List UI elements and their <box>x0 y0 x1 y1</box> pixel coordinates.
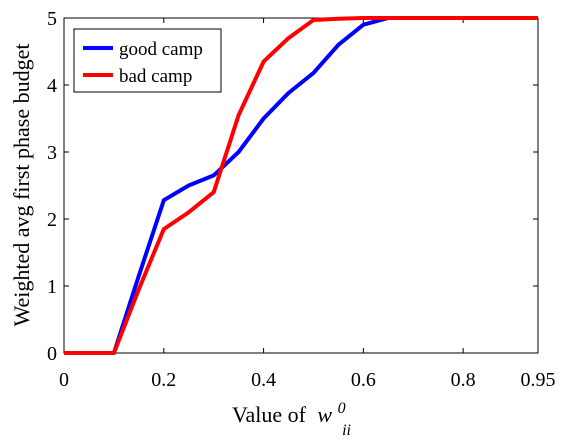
x-tick-label: 0.95 <box>521 369 556 391</box>
legend-box <box>73 28 222 93</box>
series-line-bad-camp <box>64 16 538 355</box>
x-axis-label-symbol: w <box>317 402 332 427</box>
y-tick-label: 1 <box>47 276 57 298</box>
x-tick-label: 0.4 <box>251 369 276 391</box>
legend-label-bad-camp: bad camp <box>119 66 192 87</box>
y-tick-label: 5 <box>47 8 57 30</box>
y-tick-label: 4 <box>47 75 57 97</box>
y-tick-label: 0 <box>47 343 57 365</box>
x-axis-label-sup: 0 <box>338 400 346 417</box>
x-axis-label-sub: ii <box>342 422 351 439</box>
y-tick-label: 3 <box>47 142 57 164</box>
x-axis-label: Value of w 0 ii <box>232 393 351 439</box>
x-tick-label: 0.2 <box>151 369 176 391</box>
x-tick-label: 0.8 <box>451 369 476 391</box>
legend-label-good-camp: good camp <box>119 39 203 60</box>
y-axis-label: Weighted avg first phase budget <box>9 44 34 327</box>
x-axis-label-text: Value of <box>232 402 307 427</box>
x-tick-label: 0.6 <box>351 369 376 391</box>
series-lines <box>64 16 538 355</box>
legend: good camp bad camp <box>73 28 222 93</box>
axis-ticks: 0 0.2 0.4 0.6 0.8 0.95 0 1 2 3 4 5 <box>47 8 556 391</box>
x-tick-label: 0 <box>59 369 69 391</box>
y-tick-label: 2 <box>47 209 57 231</box>
